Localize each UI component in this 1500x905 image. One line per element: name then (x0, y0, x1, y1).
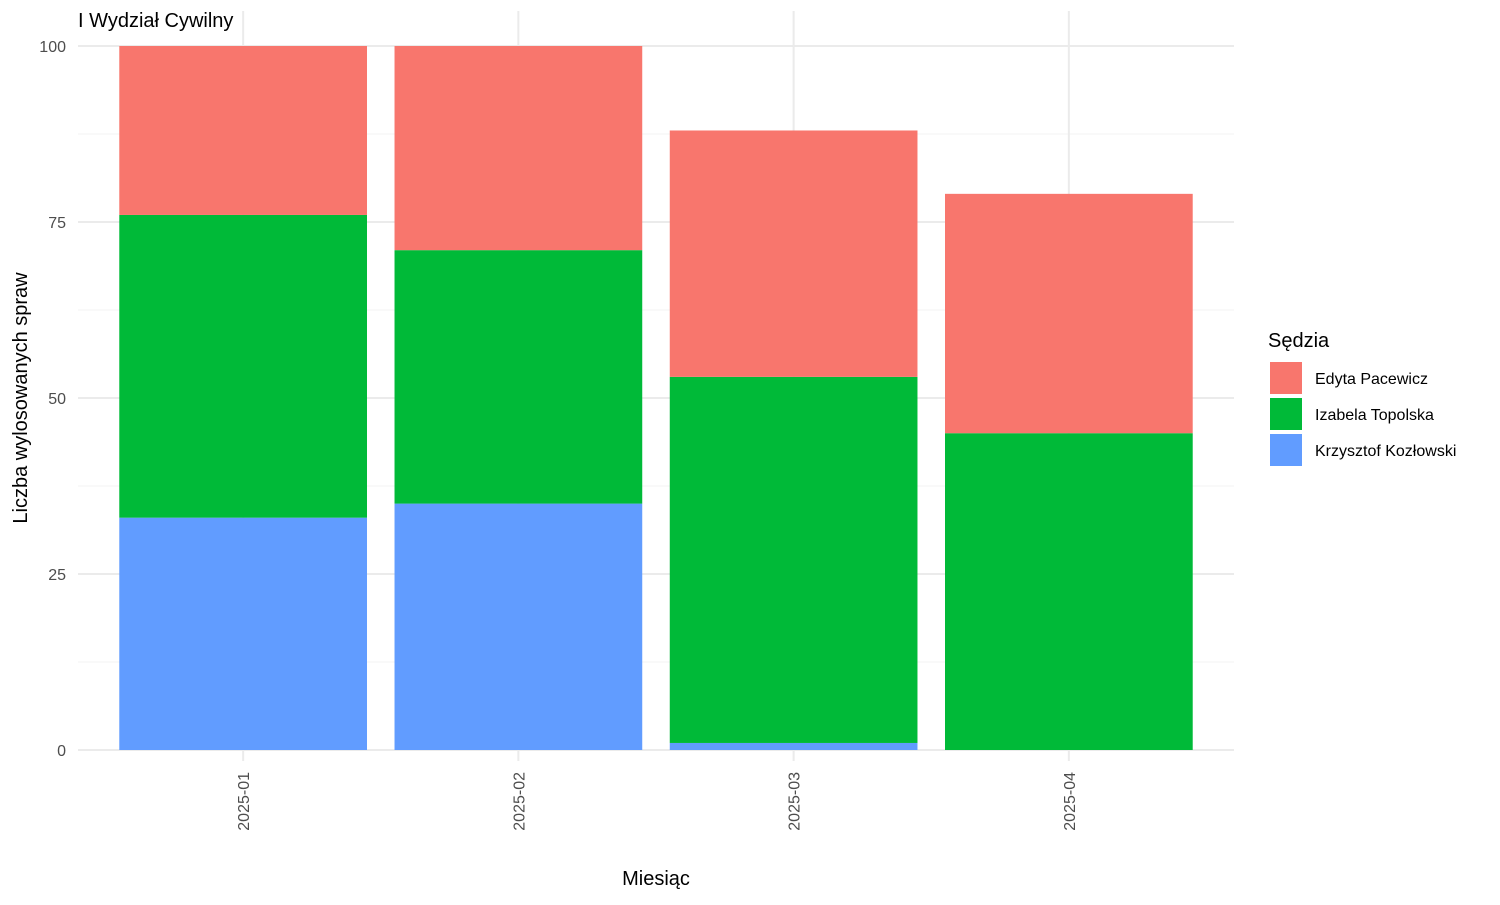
y-tick-label: 50 (48, 391, 66, 408)
x-tick-label: 2025-01 (236, 772, 253, 831)
y-axis-label: Liczba wylosowanych spraw (10, 272, 32, 524)
x-tick-label: 2025-03 (787, 772, 804, 831)
bar-segment (394, 250, 643, 504)
y-tick-label: 0 (57, 743, 66, 760)
bar-segment (119, 214, 368, 518)
y-tick-label: 75 (48, 215, 66, 232)
y-tick-label: 25 (48, 567, 66, 584)
x-tick-label: 2025-04 (1062, 772, 1079, 831)
bar-segment (669, 376, 918, 743)
legend-label: Krzysztof Kozłowski (1315, 443, 1456, 460)
bar-segment (119, 517, 368, 750)
legend: Sędzia Edyta Pacewicz Izabela Topolska Krz… (1268, 330, 1456, 466)
bar-segment (394, 46, 643, 251)
y-tick-label: 100 (39, 39, 66, 56)
bar-segment (669, 742, 918, 750)
bar-segment (945, 433, 1193, 750)
x-axis-label: Miesiąc (622, 868, 690, 890)
legend-swatch (1270, 434, 1302, 466)
bar-segment (119, 46, 368, 215)
legend-label: Edyta Pacewicz (1315, 371, 1428, 388)
bar-segment (945, 193, 1193, 434)
bars (119, 46, 1193, 750)
bar-segment (394, 503, 643, 750)
legend-swatch (1270, 398, 1302, 430)
legend-label: Izabela Topolska (1315, 407, 1434, 424)
bar-segment (669, 130, 918, 377)
legend-title: Sędzia (1268, 330, 1330, 352)
chart-title: I Wydział Cywilny (78, 10, 233, 32)
axes: 0 25 50 75 100 2025-01 2025-02 2025-03 2025-04 (39, 39, 1079, 831)
x-tick-label: 2025-02 (511, 772, 528, 831)
legend-swatch (1270, 362, 1302, 394)
